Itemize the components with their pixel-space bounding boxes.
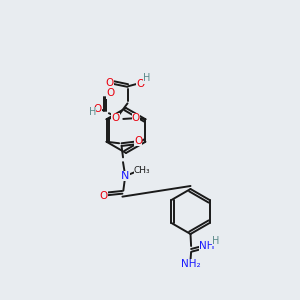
Text: NH₂: NH₂ (181, 259, 200, 269)
Text: O: O (93, 104, 102, 114)
Text: O: O (134, 136, 142, 146)
Text: CH₃: CH₃ (134, 166, 150, 175)
Text: H: H (212, 236, 219, 246)
Text: O: O (106, 88, 115, 98)
Text: O: O (111, 113, 120, 123)
Text: O: O (100, 191, 108, 201)
Text: N: N (121, 171, 130, 181)
Text: O: O (132, 113, 140, 123)
Text: H: H (143, 74, 150, 83)
Text: O: O (105, 78, 114, 88)
Text: H: H (89, 107, 96, 117)
Text: O: O (136, 79, 144, 89)
Text: NH: NH (199, 241, 214, 251)
